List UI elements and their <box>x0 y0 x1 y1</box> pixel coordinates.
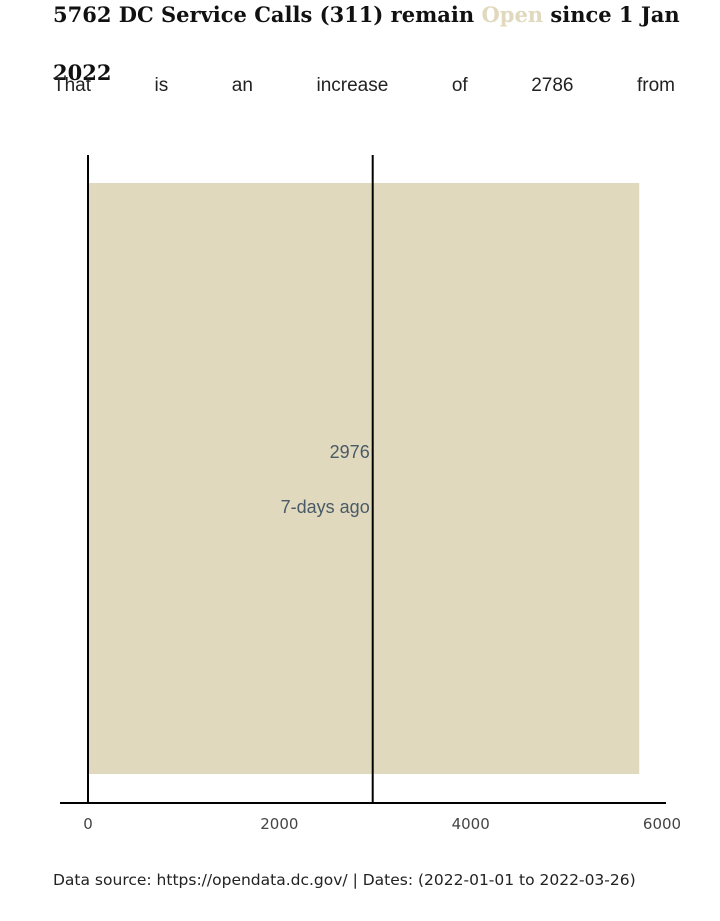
title-highlight: Open <box>481 2 544 27</box>
chart-title: 5762 DC Service Calls (311) remain Open … <box>53 0 693 102</box>
x-tick-label-4000: 4000 <box>452 815 490 833</box>
x-tick-labels: 0 2000 4000 6000 <box>83 815 681 833</box>
title-prefix: 5762 DC Service Calls (311) remain <box>53 2 475 27</box>
bar-0 <box>88 183 640 774</box>
data-source-note: Data source: https://opendata.dc.gov/ | … <box>53 871 636 889</box>
x-tick-label-6000: 6000 <box>643 815 681 833</box>
chart-subtitle: That is an increase of 2786 from <box>53 75 675 96</box>
x-tick-label-2000: 2000 <box>260 815 298 833</box>
reference-value-label: 2976 <box>330 442 370 462</box>
x-tick-label-0: 0 <box>83 815 93 833</box>
reference-sublabel: 7-days ago <box>281 497 370 517</box>
title-suffix: since 1 Jan 2022 <box>53 2 680 85</box>
bar-chart: 2976 7-days ago 0 2000 4000 6000 <box>60 155 681 833</box>
bars-group <box>88 183 640 774</box>
